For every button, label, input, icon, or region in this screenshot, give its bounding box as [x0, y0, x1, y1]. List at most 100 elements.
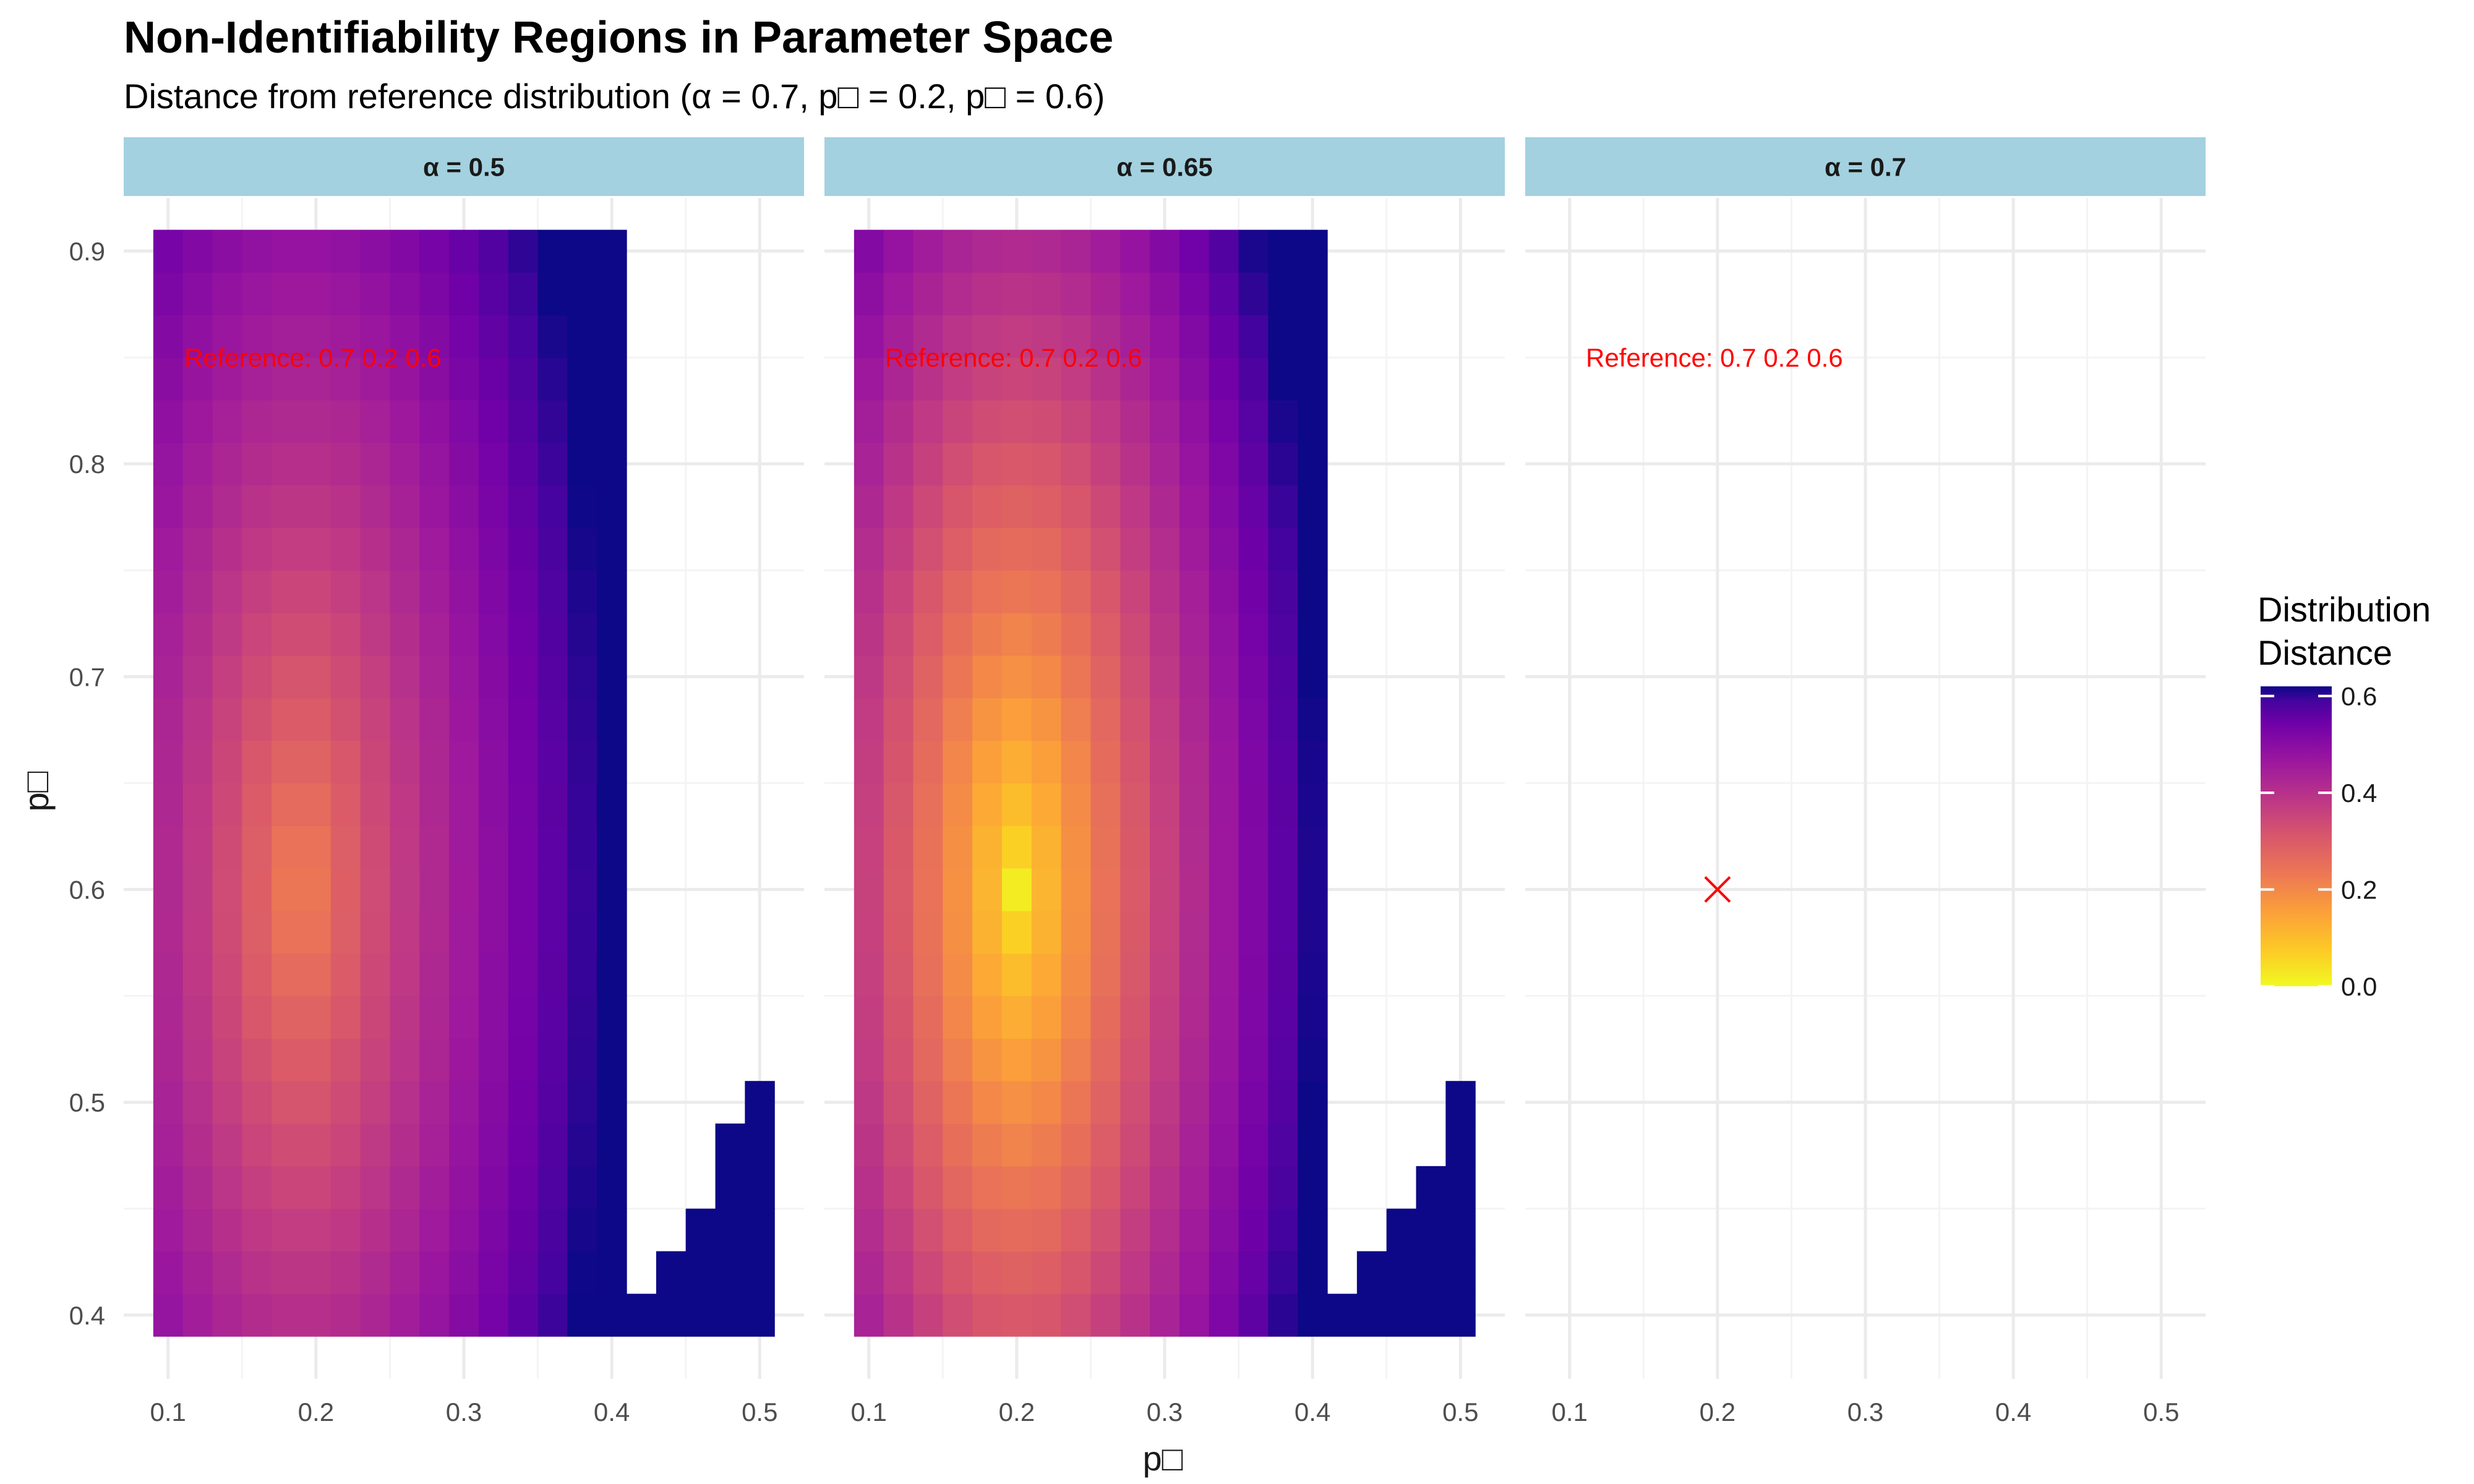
heatmap-cell	[1209, 868, 1239, 911]
heatmap-cell	[1268, 1208, 1298, 1252]
heatmap-cell	[301, 655, 332, 699]
heatmap-cell	[913, 868, 943, 911]
heatmap-cell	[883, 1038, 914, 1081]
heatmap-cell	[1209, 953, 1239, 997]
heatmap-cell	[1061, 1208, 1092, 1252]
heatmap-cell	[360, 996, 391, 1039]
heatmap-cell	[883, 485, 914, 529]
heatmap-cell	[1090, 1124, 1121, 1167]
heatmap-cell	[972, 1208, 1003, 1252]
heatmap-cell	[153, 783, 184, 826]
heatmap-cell	[508, 357, 539, 401]
heatmap-cell	[1268, 1251, 1298, 1294]
heatmap-cell	[1120, 399, 1150, 443]
x-tick-label: 0.5	[742, 1397, 777, 1426]
heatmap-cell	[1268, 315, 1298, 358]
heatmap-cell	[182, 783, 213, 826]
heatmap-cell	[330, 783, 361, 826]
heatmap-cell	[360, 910, 391, 954]
x-tick-label: 0.1	[1552, 1397, 1588, 1426]
heatmap-cell	[567, 229, 597, 273]
heatmap-cell	[390, 272, 420, 315]
heatmap-cell	[449, 910, 479, 954]
heatmap-cell	[913, 613, 943, 656]
heatmap-cell	[212, 570, 242, 613]
heatmap-cell	[242, 1294, 272, 1337]
x-tick-label: 0.1	[150, 1397, 186, 1426]
heatmap-cell	[212, 825, 242, 869]
heatmap-cell	[153, 996, 184, 1039]
heatmap-cell	[1179, 825, 1210, 869]
heatmap-cell	[330, 613, 361, 656]
heatmap-cell	[242, 315, 272, 358]
heatmap-cell	[301, 315, 332, 358]
heatmap-cell	[883, 1251, 914, 1294]
heatmap-cell	[272, 229, 302, 273]
heatmap-cell	[1150, 910, 1180, 954]
heatmap-cell	[330, 655, 361, 699]
heatmap-cell	[943, 825, 973, 869]
heatmap-cell	[153, 1038, 184, 1081]
heatmap-cell	[854, 442, 884, 486]
heatmap-cell	[1298, 399, 1328, 443]
heatmap-cell	[449, 1166, 479, 1209]
heatmap-cell	[883, 868, 914, 911]
heatmap-cell	[1268, 825, 1298, 869]
heatmap-cell	[1209, 570, 1239, 613]
heatmap-cell	[360, 272, 391, 315]
heatmap-cell	[1001, 442, 1032, 486]
reference-marker	[1704, 876, 1731, 903]
heatmap-cell	[567, 1251, 597, 1294]
heatmap-cell	[567, 697, 597, 741]
heatmap-cell	[301, 399, 332, 443]
heatmap-cell	[360, 868, 391, 911]
legend-tick-label: 0.6	[2341, 682, 2377, 711]
heatmap-cell	[972, 953, 1003, 997]
heatmap-cell	[182, 1208, 213, 1252]
heatmap-cell	[943, 1294, 973, 1337]
y-tick-label: 0.8	[69, 450, 105, 479]
heatmap-cell	[1031, 229, 1062, 273]
heatmap-cell	[597, 1166, 627, 1209]
heatmap-cell	[1031, 996, 1062, 1039]
heatmap-cell	[1209, 1166, 1239, 1209]
heatmap-cell	[330, 1294, 361, 1337]
heatmap-cell	[1061, 910, 1092, 954]
heatmap-cell	[242, 825, 272, 869]
heatmap-cell	[537, 1294, 568, 1337]
heatmap-cell	[272, 315, 302, 358]
x-tick-label: 0.5	[1442, 1397, 1478, 1426]
heatmap-cell	[1238, 357, 1269, 401]
heatmap-cell	[272, 910, 302, 954]
heatmap-cell	[943, 442, 973, 486]
heatmap-cell	[1061, 1038, 1092, 1081]
heatmap-cell	[272, 1081, 302, 1124]
chart-subtitle: Distance from reference distribution (α …	[124, 77, 1105, 116]
heatmap-cell	[212, 1251, 242, 1294]
heatmap-cell	[913, 825, 943, 869]
heatmap-cell	[1179, 910, 1210, 954]
heatmap-cell	[1031, 655, 1062, 699]
heatmap-cell	[390, 910, 420, 954]
heatmap-cell	[1061, 783, 1092, 826]
heatmap-cell	[301, 485, 332, 529]
heatmap-cell	[1120, 1208, 1150, 1252]
heatmap-cell	[913, 399, 943, 443]
heatmap-cell	[330, 1208, 361, 1252]
heatmap-cell	[153, 399, 184, 443]
heatmap-cell	[330, 272, 361, 315]
heatmap-cell	[1090, 1038, 1121, 1081]
heatmap-cell	[360, 229, 391, 273]
heatmap-cell	[597, 315, 627, 358]
heatmap-cell	[182, 357, 213, 401]
heatmap-cell	[567, 570, 597, 613]
heatmap-cell	[883, 783, 914, 826]
heatmap-cell	[1416, 1251, 1446, 1294]
heatmap-cell	[1120, 1166, 1150, 1209]
heatmap-cell	[854, 357, 884, 401]
heatmap-cell	[972, 613, 1003, 656]
heatmap-cell	[567, 1081, 597, 1124]
heatmap-cell	[242, 868, 272, 911]
heatmap-cell	[1061, 655, 1092, 699]
heatmap-cell	[212, 1294, 242, 1337]
